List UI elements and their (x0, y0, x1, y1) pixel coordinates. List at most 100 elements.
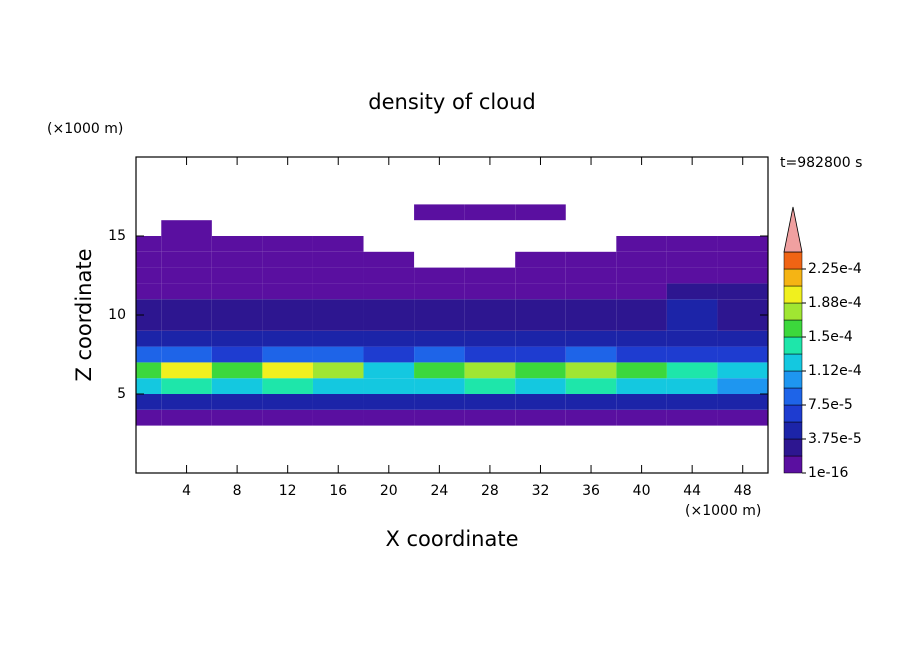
contour-cell (666, 283, 718, 300)
contour-cell (515, 394, 566, 410)
contour-cell (312, 267, 364, 284)
contour-cell (312, 236, 364, 252)
contour-cell (136, 236, 162, 252)
contour-cell (211, 330, 263, 347)
colorbar-swatch (783, 268, 803, 287)
contour-cell (211, 409, 263, 426)
contour-cell (312, 283, 364, 300)
contour-cell (161, 220, 212, 236)
colorbar-swatch (783, 336, 803, 355)
contour-cell (161, 409, 212, 426)
contour-cell (464, 346, 516, 363)
contour-cell (717, 378, 768, 394)
contour-cell (616, 362, 667, 379)
contour-cell (616, 236, 667, 252)
contour-cell (161, 251, 212, 268)
contour-cell (363, 394, 415, 410)
contour-cell (565, 394, 617, 410)
contour-cell (464, 283, 516, 300)
contour-cell (136, 283, 162, 300)
contour-cell (262, 251, 313, 268)
time-label: t=982800 s (780, 155, 862, 171)
contour-cell (363, 362, 415, 379)
x-tick-label: 12 (279, 483, 297, 499)
contour-cell (136, 409, 162, 426)
contour-cell (262, 236, 313, 252)
contour-cell (717, 409, 768, 426)
contour-cell (565, 251, 617, 268)
contour-cell (616, 299, 667, 315)
contour-cell (414, 267, 465, 284)
x-axis-label: X coordinate (385, 527, 518, 551)
contour-cell (161, 394, 212, 410)
contour-cell (464, 267, 516, 284)
contour-cell (666, 378, 718, 394)
colorbar-label: 1e-16 (808, 465, 848, 481)
colorbar-label: 1.88e-4 (808, 295, 862, 311)
contour-cell (211, 299, 263, 315)
contour-cell (262, 283, 313, 300)
colorbar-swatch (783, 387, 803, 406)
contour-cell (616, 394, 667, 410)
contour-cell (464, 330, 516, 347)
contour-cell (464, 394, 516, 410)
contour-cell (312, 251, 364, 268)
colorbar-label: 2.25e-4 (808, 261, 862, 277)
contour-cell (717, 394, 768, 410)
y-unit: (×1000 m) (47, 121, 123, 137)
colorbar-swatch (783, 319, 803, 338)
contour-cell (262, 346, 313, 363)
colorbar-swatch (783, 285, 803, 304)
contour-cell (161, 346, 212, 363)
contour-cell (515, 267, 566, 284)
contour-cell (565, 409, 617, 426)
contour-cell (363, 267, 415, 284)
x-tick-label: 36 (582, 483, 600, 499)
contour-cell (666, 299, 718, 315)
contour-cell (136, 330, 162, 347)
contour-cell (717, 251, 768, 268)
contour-cell (464, 409, 516, 426)
contour-cell (616, 251, 667, 268)
x-tick-label: 4 (182, 483, 191, 499)
contour-cell (717, 315, 768, 331)
contour-cell (414, 315, 465, 331)
contour-cell (515, 299, 566, 315)
contour-cell (565, 299, 617, 315)
contour-cell (666, 362, 718, 379)
y-tick-label: 5 (117, 386, 126, 402)
contour-cell (161, 378, 212, 394)
contour-cell (363, 315, 415, 331)
colorbar-label: 3.75e-5 (808, 431, 862, 447)
contour-cell (363, 283, 415, 300)
contour-cell (211, 394, 263, 410)
colorbar-swatch (783, 421, 803, 440)
colorbar-label: 1.12e-4 (808, 363, 862, 379)
contour-cell (312, 299, 364, 315)
contour-cell (136, 251, 162, 268)
contour-cell (161, 330, 212, 347)
contour-cell (616, 267, 667, 284)
contour-cell (565, 346, 617, 363)
contour-cell (136, 267, 162, 284)
contour-cell (136, 346, 162, 363)
contour-cell (211, 362, 263, 379)
contour-cell (211, 267, 263, 284)
colorbar-swatch (783, 251, 803, 270)
contour-cell (464, 315, 516, 331)
contour-cell (717, 330, 768, 347)
contour-cell (414, 299, 465, 315)
x-tick-label: 44 (683, 483, 701, 499)
contour-cell (414, 378, 465, 394)
contour-cell (414, 330, 465, 347)
contour-cell (565, 315, 617, 331)
contour-cell (161, 283, 212, 300)
contour-cell (666, 409, 718, 426)
x-tick-label: 24 (430, 483, 448, 499)
contour-cell (717, 236, 768, 252)
y-axis-label: Z coordinate (72, 248, 96, 381)
x-tick-label: 28 (481, 483, 499, 499)
contour-cell (717, 267, 768, 284)
contour-cell (464, 299, 516, 315)
